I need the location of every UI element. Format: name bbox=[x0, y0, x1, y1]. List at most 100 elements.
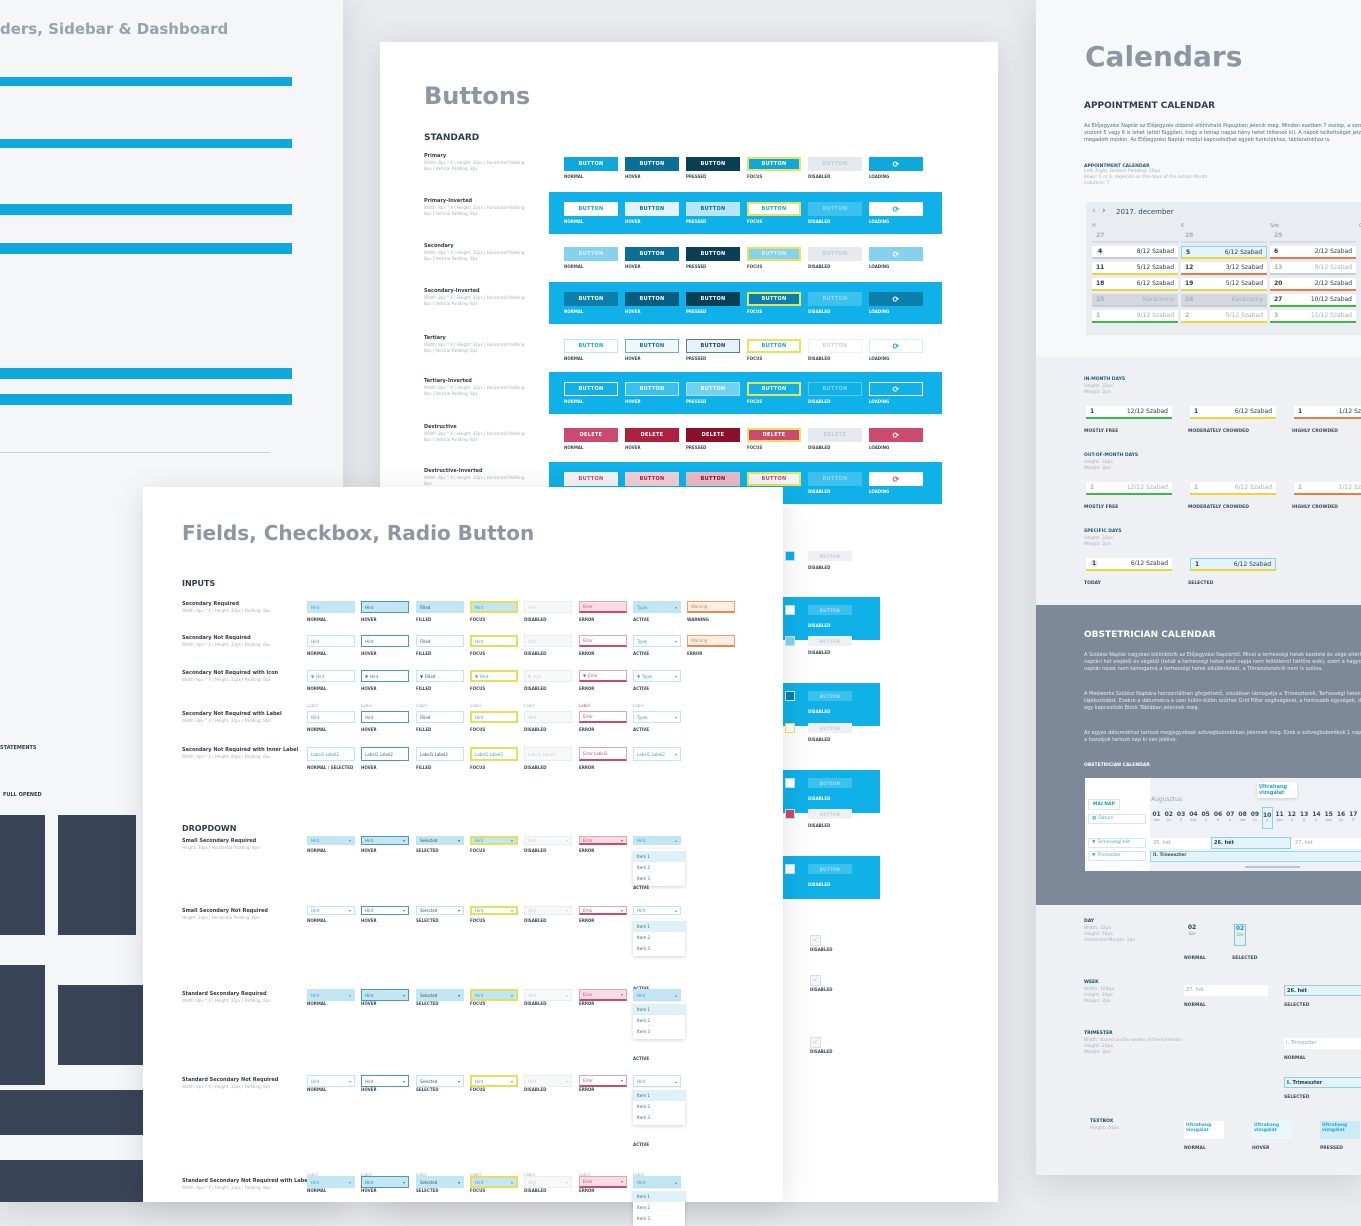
dropdown-item[interactable]: Item 2 bbox=[637, 1205, 650, 1210]
button-disabled[interactable]: BUTTON bbox=[808, 636, 852, 646]
text-input-hover[interactable]: Hint bbox=[361, 601, 409, 613]
week-cell[interactable]: 27. hét bbox=[1295, 840, 1313, 846]
button-sample[interactable] bbox=[785, 636, 795, 646]
text-input-disabled[interactable]: Label1 Label2 bbox=[524, 747, 572, 761]
dropdown-item[interactable]: Item 3 bbox=[637, 876, 650, 881]
obstetrician-day[interactable]: 09 Cs bbox=[1249, 811, 1260, 829]
obstetrician-day[interactable]: 11 Szo bbox=[1274, 811, 1285, 829]
dropdown-item[interactable]: Item 1 bbox=[633, 1191, 685, 1202]
dropdown-item[interactable]: Item 2 bbox=[637, 1018, 650, 1023]
checkbox-disabled[interactable]: ✓ bbox=[810, 935, 821, 946]
filter-terhess-gi-h-t[interactable]: ▼ Terhességi hét bbox=[1088, 838, 1146, 848]
calendar-day[interactable]: 1 1/12 Szabad bbox=[1294, 406, 1361, 419]
text-input-active[interactable]: Label1 Label2 ▾ bbox=[633, 747, 681, 761]
dropdown-focus[interactable]: Hint ▾ bbox=[470, 1176, 518, 1188]
dropdown-hover[interactable]: Hint ▾ bbox=[361, 1075, 409, 1087]
button-button-focus[interactable]: BUTTON bbox=[747, 247, 801, 261]
button-button-pressed[interactable]: BUTTON bbox=[686, 157, 740, 171]
calendar-day[interactable]: 2 5/12 Szabad bbox=[1181, 310, 1267, 323]
text-input-normal[interactable]: Hint bbox=[307, 601, 355, 613]
dropdown-normal[interactable]: Hint ▾ bbox=[307, 989, 355, 1001]
delete-button-pressed[interactable]: DELETE bbox=[686, 428, 740, 442]
delete-button-focus[interactable]: DELETE bbox=[747, 428, 801, 442]
loading-button[interactable]: ⟳ bbox=[869, 202, 923, 216]
day-normal[interactable]: 02 Sze bbox=[1186, 924, 1198, 946]
calendar-day[interactable]: 1 6/12 Szabad bbox=[1086, 558, 1172, 571]
obstetrician-day[interactable]: 01 Sze bbox=[1151, 811, 1162, 829]
dropdown-focus[interactable]: Hint ▾ bbox=[470, 836, 518, 845]
text-input-active[interactable]: Type| ▾ bbox=[633, 601, 681, 613]
calendar-day[interactable]: 12 3/12 Szabad bbox=[1181, 262, 1267, 275]
dropdown-error[interactable]: Error ▾ bbox=[579, 906, 627, 915]
text-input-filled[interactable]: Label1 Label2 bbox=[416, 747, 464, 761]
text-input-filled[interactable]: Filled bbox=[416, 601, 464, 613]
dropdown-item[interactable]: Item 1 bbox=[633, 1004, 685, 1015]
button-button-disabled[interactable]: BUTTON bbox=[808, 292, 862, 306]
button-button-normal[interactable]: BUTTON bbox=[564, 157, 618, 171]
dropdown-item[interactable]: Item 2 bbox=[637, 1104, 650, 1109]
dropdown-item[interactable]: Item 3 bbox=[637, 946, 650, 951]
trimester-selected[interactable]: I. Trimeszter bbox=[1284, 1077, 1361, 1088]
dropdown-hover[interactable]: Hint ▾ bbox=[361, 836, 409, 845]
button-button-pressed[interactable]: BUTTON bbox=[686, 339, 740, 353]
text-input-warning[interactable]: Warning bbox=[687, 601, 735, 613]
text-input-focus[interactable]: Hint bbox=[470, 601, 518, 613]
button-button-normal[interactable]: BUTTON bbox=[564, 339, 618, 353]
button-sample[interactable] bbox=[785, 605, 795, 615]
button-disabled[interactable]: BUTTON bbox=[808, 723, 852, 733]
calendar-day[interactable]: 6 2/12 Szabad bbox=[1270, 246, 1356, 259]
dropdown-error[interactable]: Error ▾ bbox=[579, 1176, 627, 1188]
dropdown-normal[interactable]: Hint ▾ bbox=[307, 1176, 355, 1188]
button-button-focus[interactable]: BUTTON bbox=[747, 202, 801, 216]
text-input-disabled[interactable]: Hint bbox=[524, 711, 572, 723]
text-input-warning[interactable]: Warning bbox=[687, 635, 735, 647]
button-button-hover[interactable]: BUTTON bbox=[625, 157, 679, 171]
button-button-focus[interactable]: BUTTON bbox=[747, 339, 801, 353]
obstetrician-day[interactable]: 03 P bbox=[1176, 811, 1187, 829]
text-input-hover[interactable]: Label1 Label2 bbox=[361, 747, 409, 761]
dropdown-item[interactable]: Item 1 bbox=[633, 921, 685, 932]
button-button-focus[interactable]: BUTTON bbox=[747, 292, 801, 306]
button-sample[interactable] bbox=[785, 723, 795, 733]
button-button-disabled[interactable]: BUTTON bbox=[808, 202, 862, 216]
dropdown-normal[interactable]: Hint ▾ bbox=[307, 836, 355, 845]
button-button-hover[interactable]: BUTTON bbox=[625, 292, 679, 306]
button-button-disabled[interactable]: BUTTON bbox=[808, 472, 862, 486]
text-input-error[interactable]: Error bbox=[579, 635, 627, 647]
button-button-pressed[interactable]: BUTTON bbox=[686, 382, 740, 396]
dropdown-active[interactable]: Hint ▴ bbox=[633, 989, 681, 1001]
dropdown-focus[interactable]: Hint ▾ bbox=[470, 1075, 518, 1087]
textbox-pressed[interactable]: Ultrahang vizsgálat bbox=[1320, 1121, 1360, 1139]
loading-button[interactable]: ⟳ bbox=[869, 339, 923, 353]
text-input-filled[interactable]: Filled bbox=[416, 635, 464, 647]
text-input-normal-selected[interactable]: Label1 Label2 bbox=[307, 747, 355, 761]
text-input-disabled[interactable]: Hint bbox=[524, 601, 572, 613]
calendar-day[interactable]: 1 9/12 Szabad bbox=[1092, 310, 1178, 323]
button-button-hover[interactable]: BUTTON bbox=[625, 382, 679, 396]
loading-button[interactable]: ⟳ bbox=[869, 247, 923, 261]
calendar-day[interactable]: 1 6/12 Szabad bbox=[1190, 558, 1276, 571]
button-button-hover[interactable]: BUTTON bbox=[625, 247, 679, 261]
button-sample[interactable] bbox=[785, 691, 795, 701]
prev-month-button[interactable]: ‹ bbox=[1092, 206, 1096, 216]
week-normal[interactable]: 27. hét bbox=[1184, 985, 1268, 996]
text-input-normal[interactable]: Hint bbox=[307, 635, 355, 647]
button-disabled[interactable]: BUTTON bbox=[808, 864, 852, 874]
calendar-day[interactable]: 25 Karácsony bbox=[1092, 294, 1178, 307]
dropdown-disabled[interactable]: Hint ▾ bbox=[524, 836, 572, 845]
button-disabled[interactable]: BUTTON bbox=[808, 605, 852, 615]
dropdown-normal[interactable]: Hint ▾ bbox=[307, 906, 355, 915]
dropdown-disabled[interactable]: Hint ▾ bbox=[524, 989, 572, 1001]
loading-button[interactable]: ⟳ bbox=[869, 157, 923, 171]
next-month-button[interactable]: › bbox=[1102, 206, 1106, 216]
calendar-day[interactable]: 11 5/12 Szabad bbox=[1092, 262, 1178, 275]
button-button-pressed[interactable]: BUTTON bbox=[686, 202, 740, 216]
button-button-focus[interactable]: BUTTON bbox=[747, 382, 801, 396]
obstetrician-day[interactable]: 08 Sze bbox=[1237, 811, 1248, 829]
day-selected[interactable]: 02 Sze bbox=[1234, 924, 1246, 946]
text-input-disabled[interactable]: Hint bbox=[524, 635, 572, 647]
dropdown-active[interactable]: Hint ▴ bbox=[633, 906, 681, 915]
checkbox-disabled[interactable]: ✓ bbox=[810, 1037, 821, 1048]
button-button-hover[interactable]: BUTTON bbox=[625, 202, 679, 216]
calendar-day[interactable]: 26 Karácsony bbox=[1181, 294, 1267, 307]
